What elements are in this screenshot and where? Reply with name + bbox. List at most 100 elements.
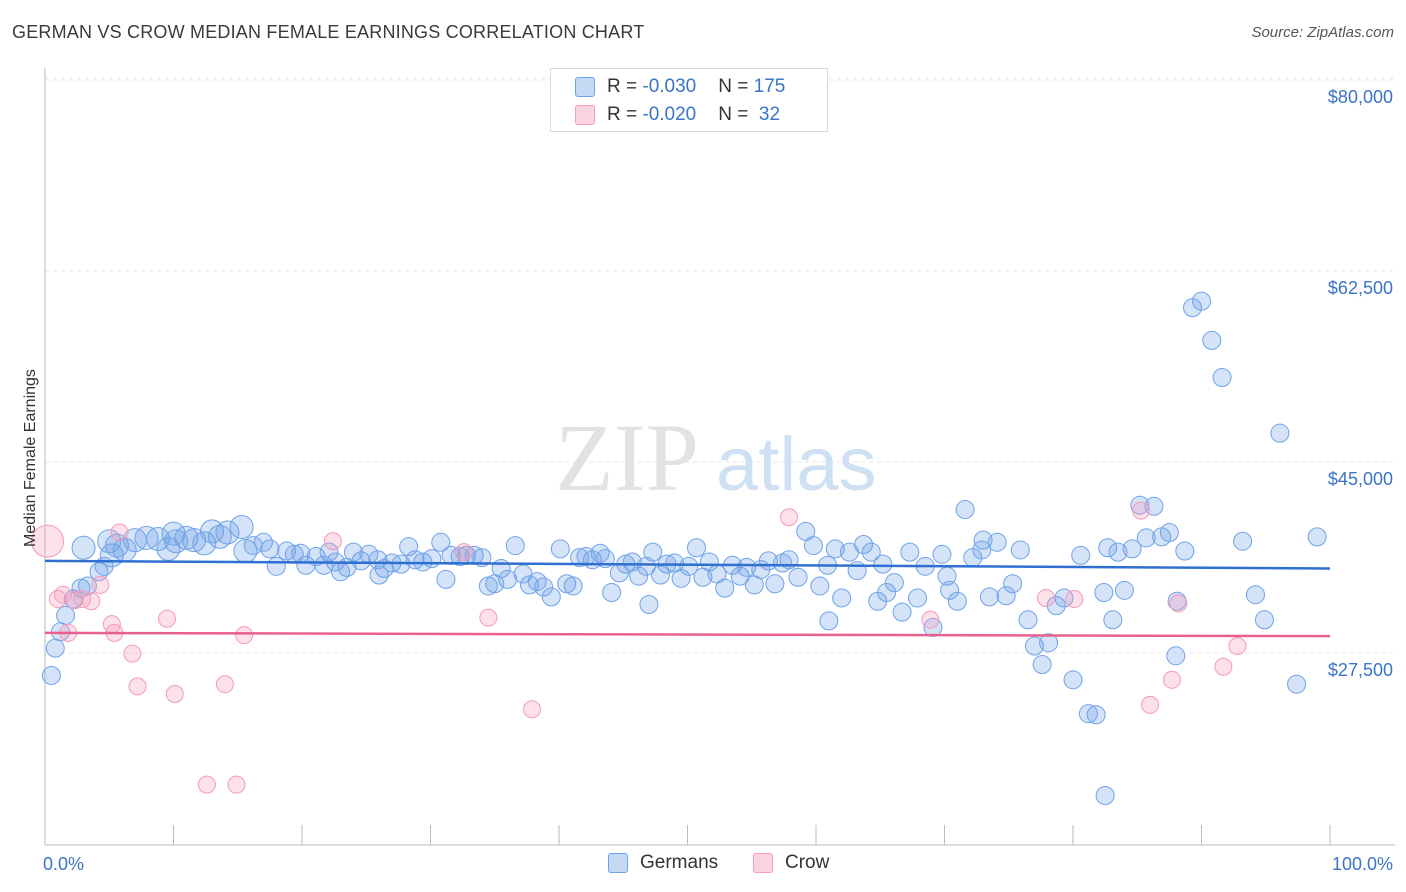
data-point: [1233, 531, 1253, 551]
data-point: [947, 591, 967, 611]
data-point: [53, 585, 72, 604]
data-point: [1159, 522, 1179, 542]
data-point: [31, 524, 65, 558]
data-point: [45, 638, 65, 658]
data-point: [765, 574, 785, 594]
legend-n-value: 175: [753, 76, 786, 97]
bottom-legend: Germans Crow: [0, 852, 1406, 878]
data-point: [1136, 528, 1156, 548]
data-point: [534, 577, 554, 597]
data-point: [908, 588, 928, 608]
y-tick-label: $45,000: [1328, 469, 1393, 489]
y-tick-label: $62,500: [1328, 278, 1393, 298]
legend-swatch-crow: [753, 853, 773, 873]
data-point: [832, 588, 852, 608]
data-point: [643, 542, 663, 562]
data-point: [1094, 583, 1114, 603]
data-point: [1245, 585, 1265, 605]
x-tick-label: 100.0%: [1332, 854, 1393, 874]
legend-r-label: R =: [607, 104, 643, 125]
data-point: [1046, 596, 1066, 616]
trend-line-germans: [44, 559, 1331, 570]
data-point: [979, 587, 999, 607]
data-point: [679, 556, 699, 576]
data-point: [1130, 495, 1150, 515]
legend-row-crow: R = -0.020 N = 32: [575, 102, 780, 128]
data-point: [788, 567, 808, 587]
data-point: [541, 587, 561, 607]
data-point: [1065, 590, 1084, 609]
data-point: [987, 532, 1007, 552]
data-point: [1202, 330, 1222, 350]
data-point: [369, 565, 389, 585]
data-point: [1037, 588, 1056, 607]
data-point: [892, 602, 912, 622]
data-point: [323, 532, 342, 551]
data-point: [900, 542, 920, 562]
data-point: [1108, 542, 1128, 562]
data-point: [1122, 539, 1142, 559]
data-point: [955, 500, 975, 520]
data-point: [1175, 541, 1195, 561]
data-point: [498, 569, 518, 589]
legend-swatch-germans: [575, 77, 595, 97]
data-point: [1018, 610, 1038, 630]
data-point: [123, 644, 142, 663]
data-point: [192, 531, 217, 556]
data-point: [1086, 705, 1106, 725]
data-point: [651, 565, 671, 585]
data-point: [266, 556, 286, 576]
data-point: [505, 536, 525, 556]
data-point: [629, 566, 649, 586]
data-point: [1071, 545, 1091, 565]
data-point: [110, 523, 129, 542]
data-point: [472, 548, 492, 568]
data-point: [921, 610, 940, 629]
legend-item-germans: Germans: [608, 852, 718, 874]
data-point: [1078, 704, 1098, 724]
data-point: [671, 568, 691, 588]
legend-n-label: N =: [718, 104, 754, 125]
data-point: [973, 530, 993, 550]
data-point: [229, 515, 254, 540]
data-point: [636, 556, 656, 576]
data-point: [563, 576, 583, 596]
legend-label-germans: Germans: [640, 852, 719, 873]
watermark-atlas: atlas: [716, 422, 877, 507]
data-point: [91, 575, 110, 594]
data-point: [1103, 610, 1123, 630]
data-point: [1270, 423, 1290, 443]
legend: R = -0.030 N = 175 R = -0.020 N = 32: [550, 68, 828, 132]
data-point: [351, 551, 371, 571]
data-point: [1132, 501, 1151, 520]
data-point: [82, 592, 101, 611]
legend-item-crow: Crow: [753, 852, 829, 874]
data-point: [550, 539, 570, 559]
data-point: [1214, 657, 1233, 676]
legend-label-crow: Crow: [785, 852, 830, 873]
data-point: [877, 583, 897, 603]
data-point: [602, 583, 622, 603]
data-point: [932, 544, 952, 564]
data-point: [1032, 655, 1052, 675]
tick-labels: $27,500 $45,000 $62,500 $80,000 0.0% 100.0%: [43, 87, 1393, 874]
data-point: [1166, 646, 1186, 666]
data-point: [1063, 670, 1083, 690]
data-point: [227, 775, 246, 794]
data-point: [1162, 670, 1181, 689]
data-point: [686, 538, 706, 558]
legend-swatch-germans: [608, 853, 628, 873]
legend-r-value: -0.020: [642, 104, 697, 125]
legend-r-value: -0.030: [642, 76, 697, 97]
data-point: [1141, 695, 1160, 714]
data-point: [715, 578, 735, 598]
x-tick-label: 0.0%: [43, 854, 84, 874]
data-point: [873, 554, 893, 574]
data-point: [146, 527, 171, 552]
data-point: [235, 626, 254, 645]
legend-swatch-crow: [575, 105, 595, 125]
data-point: [1114, 580, 1134, 600]
legend-r-label: R =: [607, 76, 643, 97]
data-point: [639, 595, 659, 615]
